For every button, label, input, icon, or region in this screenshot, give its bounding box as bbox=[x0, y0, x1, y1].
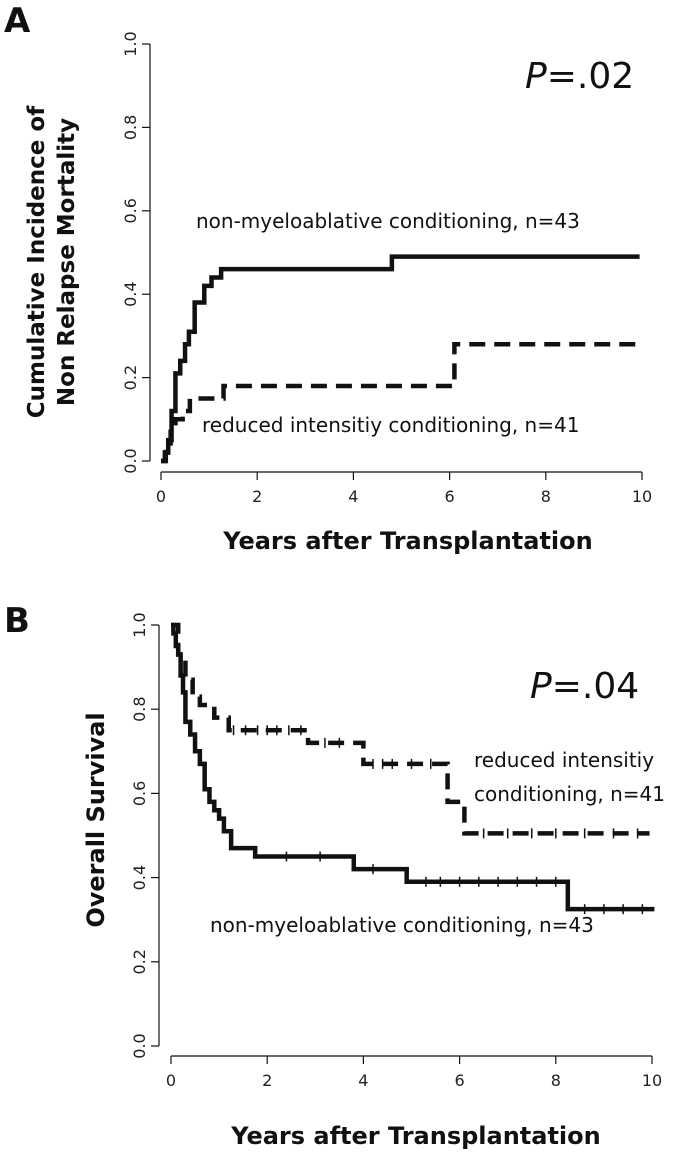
panel-b-y-tick-label: 0.2 bbox=[130, 949, 149, 974]
panel-b-x-tick-label: 4 bbox=[358, 1071, 368, 1090]
panel-b-y-tick-label: 0.4 bbox=[130, 865, 149, 890]
panel-a-ylabel-line1: Cumulative Incidence of bbox=[24, 105, 50, 418]
panel-a-x-tick-label: 6 bbox=[445, 487, 455, 506]
panel-b-y-tick-label: 1.0 bbox=[130, 612, 149, 637]
panel-a-x-tick-label: 2 bbox=[252, 487, 262, 506]
panel-a-y-tick-label: 1.0 bbox=[121, 31, 140, 56]
panel-b-annot-ric-line2: conditioning, n=41 bbox=[474, 782, 665, 806]
panel-b-y-tick-label: 0.0 bbox=[130, 1033, 149, 1058]
panel-a-series-ric-line bbox=[161, 341, 640, 464]
panel-b-x-tick-label: 0 bbox=[166, 1071, 176, 1090]
panel-a-x-tick-label: 8 bbox=[541, 487, 551, 506]
panel-a-y-tick-label: 0.8 bbox=[121, 115, 140, 140]
panel-a-y-axis: 0.0 0.2 0.4 0.6 0.8 1.0 bbox=[121, 31, 151, 474]
panel-a-x-tick-label: 0 bbox=[156, 487, 166, 506]
panel-b-xlabel: Years after Transplantation bbox=[230, 1122, 600, 1150]
panel-a: A 0.0 0.2 0.4 0.6 0.8 1.0 0 2 4 6 8 10 Cumulative … bbox=[4, 1, 652, 555]
panel-b-y-tick-label: 0.8 bbox=[130, 696, 149, 721]
panel-a-ylabel-line2: Non Relapse Mortality bbox=[54, 118, 80, 406]
panel-b-x-tick-label: 10 bbox=[642, 1071, 662, 1090]
panel-b-x-tick-label: 6 bbox=[455, 1071, 465, 1090]
panel-a-letter: A bbox=[4, 1, 31, 41]
panel-a-annot-nma: non-myeloablative conditioning, n=43 bbox=[196, 209, 580, 233]
panel-a-y-tick-label: 0.6 bbox=[121, 198, 140, 223]
panel-a-y-tick-label: 0.4 bbox=[121, 281, 140, 306]
panel-a-x-tick-label: 4 bbox=[348, 487, 358, 506]
panel-a-series bbox=[161, 254, 640, 464]
panel-b-series bbox=[171, 622, 655, 915]
panel-b-ylabel: Overall Survival bbox=[82, 712, 110, 927]
panel-b-y-tick-label: 0.6 bbox=[130, 781, 149, 806]
panel-b: B 0.0 0.2 0.4 0.6 0.8 1.0 0 2 4 6 8 10 Overall Sur… bbox=[4, 601, 665, 1150]
panel-a-y-tick-label: 0.2 bbox=[121, 365, 140, 390]
panel-b-series-ric-line bbox=[171, 622, 650, 836]
panel-a-annot-ric: reduced intensitiy conditioning, n=41 bbox=[202, 413, 579, 437]
panel-b-y-axis: 0.0 0.2 0.4 0.6 0.8 1.0 bbox=[130, 612, 160, 1059]
panel-b-annot-ric-line1: reduced intensitiy bbox=[474, 748, 654, 772]
panel-a-xlabel: Years after Transplantation bbox=[222, 527, 592, 555]
panel-a-x-axis: 0 2 4 6 8 10 bbox=[156, 471, 652, 506]
panel-b-x-tick-label: 2 bbox=[262, 1071, 272, 1090]
panel-b-pvalue: P=.04 bbox=[530, 666, 639, 707]
panel-b-x-tick-label: 8 bbox=[551, 1071, 561, 1090]
panel-b-letter: B bbox=[4, 601, 30, 641]
panel-b-x-axis: 0 2 4 6 8 10 bbox=[166, 1055, 662, 1090]
panel-b-annot-nma: non-myeloablative conditioning, n=43 bbox=[210, 913, 594, 937]
panel-a-x-tick-label: 10 bbox=[632, 487, 652, 506]
panel-a-pvalue: P=.02 bbox=[525, 56, 634, 97]
panel-a-y-tick-label: 0.0 bbox=[121, 448, 140, 473]
